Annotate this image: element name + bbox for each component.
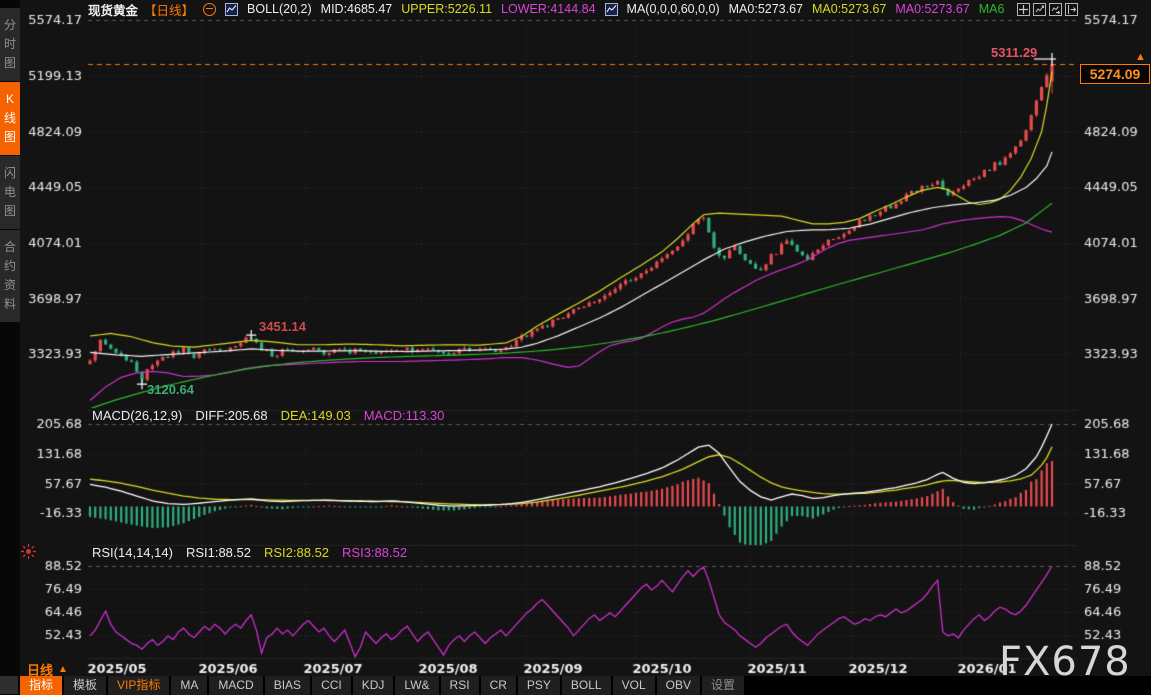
- toolbar-item[interactable]: MACD: [209, 676, 263, 695]
- boll-mid-value: MID:4685.47: [320, 2, 393, 16]
- ma0-yellow-value: MA0:5273.67: [812, 2, 887, 16]
- toolbar-item-label: KDJ: [361, 678, 385, 692]
- toolbar-item-label: 设置: [710, 678, 735, 692]
- next-pane-icon[interactable]: [1049, 3, 1062, 16]
- period-dropdown-arrow-icon: ▲: [58, 664, 68, 675]
- collapse-right-icon[interactable]: [1065, 3, 1078, 16]
- add-pane-icon[interactable]: [1033, 3, 1046, 16]
- sidebar-tab-label: K线图: [3, 92, 16, 144]
- toolbar-item[interactable]: VOL: [612, 676, 655, 695]
- session-high-annotation: 5311.29: [991, 45, 1038, 60]
- swing-high-annotation: 3451.14: [259, 319, 306, 334]
- chart-type-sidebar: 分时图 K线图 闪电图 合约资料: [0, 0, 20, 695]
- toolbar-item-label: MACD: [218, 678, 254, 692]
- rsi2-value: RSI2:88.52: [263, 545, 330, 560]
- rsi1-value: RSI1:88.52: [185, 545, 251, 560]
- period-selector-label: 日线: [27, 663, 54, 678]
- toolbar-item[interactable]: 模板: [64, 676, 107, 695]
- chart-tool-icons: [1017, 3, 1078, 16]
- toolbar-item[interactable]: OBV: [656, 676, 700, 695]
- boll-chart-icon[interactable]: [225, 2, 239, 16]
- toolbar-item[interactable]: VIP指标: [108, 676, 170, 695]
- toolbar-item[interactable]: CCI: [312, 676, 351, 695]
- sidebar-tab[interactable]: 闪电图: [0, 156, 20, 229]
- toolbar-item[interactable]: BIAS: [264, 676, 311, 695]
- toolbar-item-label: VIP指标: [117, 678, 161, 692]
- ma0-white-value: MA0:5273.67: [728, 2, 803, 16]
- rsi-label: RSI(14,14,14): [92, 545, 173, 560]
- toolbar-item-label: RSI: [449, 678, 470, 692]
- toolbar-item[interactable]: PSY: [517, 676, 560, 695]
- sidebar-tab[interactable]: 合约资料: [0, 230, 20, 322]
- boll-label: BOLL(20,2): [247, 2, 312, 16]
- sidebar-tab-label: 分时图: [3, 18, 16, 70]
- ma-chart-icon[interactable]: [604, 2, 618, 16]
- indicator-toolbar: 指标 模板 VIP指标 MA MACD BIAS CCI KDJ LW& RSI…: [20, 676, 1151, 695]
- toolbar-item[interactable]: MA: [171, 676, 208, 695]
- ma-label: MA(0,0,0,60,0,0): [626, 2, 720, 16]
- toolbar-item-label: VOL: [621, 678, 646, 692]
- macd-label: MACD(26,12,9): [92, 408, 183, 423]
- sidebar-tab[interactable]: K线图: [0, 82, 20, 155]
- toolbar-item-label: PSY: [526, 678, 551, 692]
- indicator-header: 现货黄金 【日线】 BOLL(20,2) MID:4685.47 UPPER:5…: [88, 1, 1005, 18]
- toolbar-item-label: 模板: [73, 678, 98, 692]
- toolbar-item-label: OBV: [665, 678, 691, 692]
- sidebar-tab-label: 合约资料: [3, 240, 16, 311]
- toolbar-item[interactable]: 指标: [20, 676, 63, 695]
- macd-dea-value: DEA:149.03: [280, 408, 351, 423]
- toolbar-item[interactable]: 设置: [701, 676, 744, 695]
- boll-lower-value: LOWER:4144.84: [501, 2, 596, 16]
- toolbar-item[interactable]: RSI: [440, 676, 479, 695]
- macd-macd-value: MACD:113.30: [363, 408, 445, 423]
- period-tag[interactable]: 【日线】: [144, 3, 195, 18]
- toolbar-item[interactable]: CR: [480, 676, 516, 695]
- sidebar-corner-button[interactable]: [0, 676, 18, 694]
- toolbar-item[interactable]: KDJ: [352, 676, 394, 695]
- last-price-badge: 5274.09: [1080, 64, 1150, 84]
- period-selector[interactable]: 日线 ▲: [27, 660, 68, 679]
- toolbar-item-label: CR: [489, 678, 507, 692]
- collapse-circle-icon[interactable]: [203, 2, 217, 16]
- boll-upper-value: UPPER:5226.11: [401, 2, 493, 16]
- ma6-label: MA6: [978, 2, 1005, 16]
- swing-low-annotation: 3120.64: [147, 382, 194, 397]
- pan-tool-icon[interactable]: [1017, 3, 1030, 16]
- macd-header: MACD(26,12,9) DIFF:205.68 DEA:149.03 MAC…: [92, 408, 444, 423]
- toolbar-item-label: LW&: [404, 678, 430, 692]
- toolbar-item-label: 指标: [29, 678, 54, 692]
- symbol-title: 现货黄金: [88, 3, 139, 18]
- price-up-arrow-icon: ▲: [1135, 51, 1146, 63]
- macd-diff-value: DIFF:205.68: [195, 408, 268, 423]
- toolbar-item[interactable]: BOLL: [561, 676, 611, 695]
- indicator-settings-sun-icon[interactable]: [21, 544, 36, 564]
- rsi3-value: RSI3:88.52: [342, 545, 408, 560]
- ma0-magenta-value: MA0:5273.67: [895, 2, 970, 16]
- toolbar-item[interactable]: LW&: [395, 676, 439, 695]
- sidebar-tab-label: 闪电图: [3, 166, 16, 218]
- toolbar-item-label: MA: [180, 678, 199, 692]
- toolbar-item-label: BIAS: [273, 678, 302, 692]
- rsi-header: RSI(14,14,14) RSI1:88.52 RSI2:88.52 RSI3…: [92, 545, 407, 560]
- toolbar-item-label: BOLL: [570, 678, 602, 692]
- sidebar-tab[interactable]: 分时图: [0, 8, 20, 81]
- toolbar-item-label: CCI: [321, 678, 342, 692]
